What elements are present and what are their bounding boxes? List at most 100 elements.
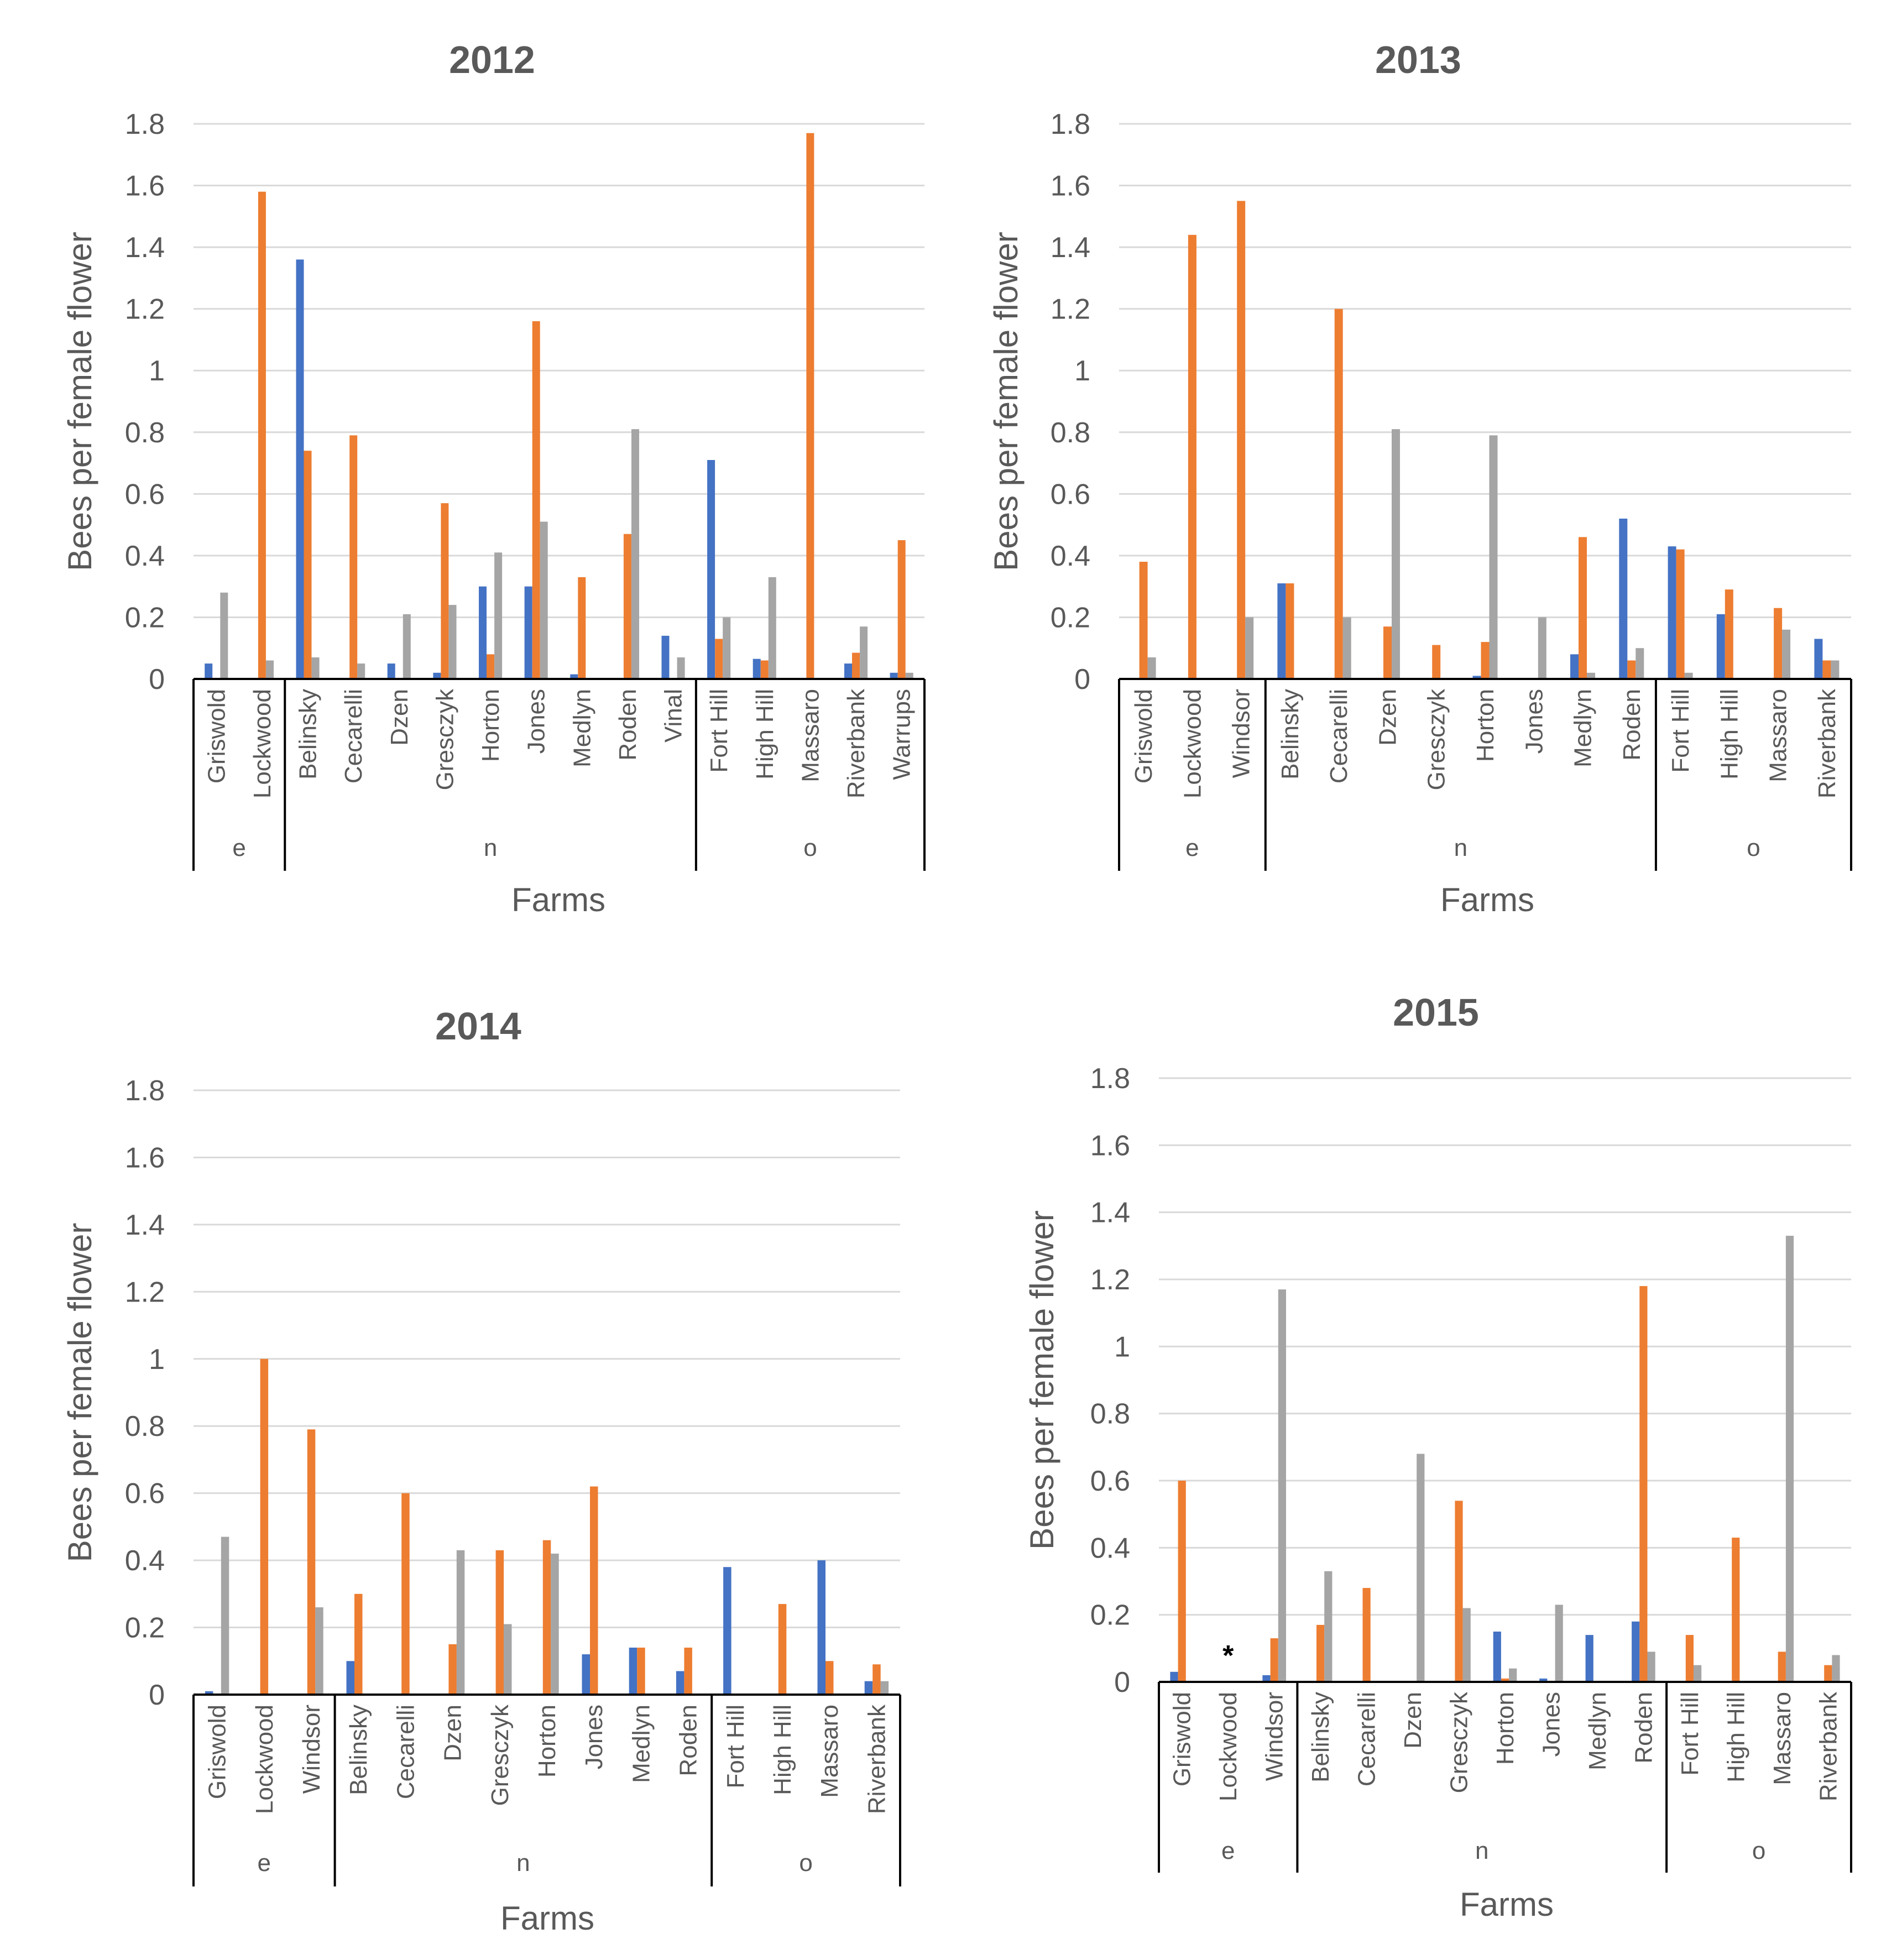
bar-series1-riverbank [844, 663, 852, 679]
bar-series2-lockwood [1188, 234, 1196, 679]
chart-2013: 2013 0 0.2 0.4 0.6 0.8 1 1.2 1.4 1.6 1.8 Bees per f… [987, 38, 1852, 918]
y-tick-label: 0.4 [125, 540, 165, 572]
chart-title: 2015 [1393, 991, 1479, 1034]
y-tick-label: 1 [1114, 1331, 1130, 1363]
y-tick-label: 1.2 [125, 1276, 165, 1308]
bar-series3-belinsky [1324, 1571, 1333, 1682]
bar-series2-gresczyk [441, 503, 449, 679]
category-label: Lockwood [1179, 689, 1206, 798]
bar-series2-lockwood [260, 1358, 269, 1695]
bar-series2-horton [487, 654, 494, 679]
bar-series3-dzen [1417, 1454, 1425, 1682]
bar-series3-fort-hill [1684, 672, 1693, 679]
bar-series2-massaro [1778, 1651, 1786, 1682]
y-tick-label: 0.6 [1090, 1465, 1130, 1497]
bar-series3-gresczyk [504, 1624, 512, 1695]
bar-series1-roden [676, 1671, 684, 1695]
bar-series1-medlyn [570, 674, 578, 679]
bar-series2-warrups [897, 540, 906, 679]
category-label: Vinal [660, 689, 687, 743]
y-tick-label: 0 [1074, 663, 1090, 696]
category-label: Jones [523, 689, 550, 754]
category-label: Cecarelli [1325, 689, 1352, 783]
category-label: Windsor [298, 1705, 325, 1794]
y-tick-label: 0 [149, 663, 165, 696]
y-tick-label: 0.6 [125, 478, 165, 510]
bar-series2-lockwood [258, 191, 266, 679]
bar-series2-griswold [1178, 1481, 1186, 1682]
bar-series1-medlyn [629, 1648, 638, 1695]
bar-series1-medlyn [1585, 1635, 1593, 1682]
y-tick-label: 0 [149, 1679, 165, 1711]
y-tick-label: 1.8 [125, 108, 165, 140]
bar-series2-fort-hill [715, 639, 723, 679]
bar-series2-gresczyk [1455, 1501, 1463, 1682]
category-label: Roden [1618, 689, 1645, 761]
bar-series3-fort-hill [723, 617, 731, 679]
y-tick-label: 1.2 [1051, 294, 1090, 326]
bar-series3-high-hill [768, 577, 776, 679]
bar-series3-gresczyk [448, 605, 457, 679]
bar-series1-riverbank [1814, 639, 1823, 679]
bar-series2-cecarelli [401, 1493, 410, 1695]
category-label: Fort Hill [706, 689, 733, 773]
category-label: Gresczyk [487, 1704, 514, 1806]
category-label: Griswold [204, 1705, 231, 1799]
category-label: Belinsky [345, 1705, 372, 1795]
y-tick-label: 1.6 [125, 170, 165, 202]
bar-series1-windsor [1262, 1675, 1271, 1682]
bar-series2-riverbank [872, 1664, 881, 1695]
bar-series3-medlyn [1587, 672, 1595, 679]
bar-series3-riverbank [860, 626, 868, 679]
bar-series1-jones [1539, 1678, 1548, 1682]
bar-series1-jones [582, 1654, 590, 1695]
group-label: o [803, 834, 817, 861]
bar-series1-fort-hill [1668, 546, 1676, 679]
bar-series1-fort-hill [723, 1567, 731, 1695]
y-tick-label: 1.2 [125, 294, 165, 326]
bar-series1-gresczyk [433, 672, 441, 679]
group-label: e [258, 1849, 271, 1877]
bar-series2-medlyn [1579, 537, 1587, 679]
category-label: High Hill [1716, 689, 1743, 780]
chart-title: 2013 [1375, 38, 1461, 81]
bar-series3-windsor [1245, 617, 1254, 679]
bar-series3-massaro [1785, 1236, 1794, 1682]
chart-title: 2012 [449, 38, 535, 81]
x-axis-title: Farms [1440, 881, 1534, 918]
y-tick-label: 1.6 [125, 1142, 165, 1174]
y-tick-label: 1 [1074, 355, 1090, 387]
bar-series1-warrups [890, 672, 898, 679]
category-label: Horton [1472, 689, 1499, 762]
group-label: n [484, 834, 497, 861]
bar-series2-belinsky [304, 451, 312, 679]
y-tick-label: 1.2 [1090, 1264, 1130, 1296]
bar-series3-warrups [905, 672, 913, 679]
category-label: Riverbank [843, 688, 870, 798]
bar-series3-lockwood [266, 660, 274, 679]
y-tick-label: 1.4 [1051, 232, 1090, 264]
group-label: e [1185, 834, 1199, 861]
category-label: Belinsky [1277, 689, 1304, 780]
annotation-asterisk: * [1222, 1640, 1234, 1672]
bar-series3-griswold [1147, 657, 1156, 679]
bar-series3-riverbank [1832, 1655, 1840, 1682]
bar-series3-cecarelli [1342, 617, 1351, 679]
y-tick-label: 0.8 [1051, 417, 1090, 449]
y-axis-title: Bees per female flower [987, 232, 1025, 571]
bar-series3-jones [1555, 1604, 1563, 1682]
y-tick-label: 0.2 [1090, 1600, 1130, 1632]
bar-series2-dzen [1383, 626, 1392, 679]
bar-series3-horton [1509, 1668, 1517, 1682]
bar-series2-griswold [1139, 562, 1148, 679]
bar-series2-high-hill [760, 660, 769, 679]
bar-series1-massaro [817, 1560, 825, 1695]
bar-series1-fort-hill [707, 460, 715, 679]
category-label: Massaro [1769, 1692, 1796, 1785]
y-tick-label: 1.4 [125, 1209, 165, 1241]
bar-series2-windsor [307, 1429, 316, 1695]
bar-series1-high-hill [1716, 614, 1725, 679]
bar-series2-jones [590, 1486, 598, 1695]
bar-series3-horton [1489, 435, 1498, 679]
y-tick-label: 1.4 [1090, 1197, 1130, 1229]
